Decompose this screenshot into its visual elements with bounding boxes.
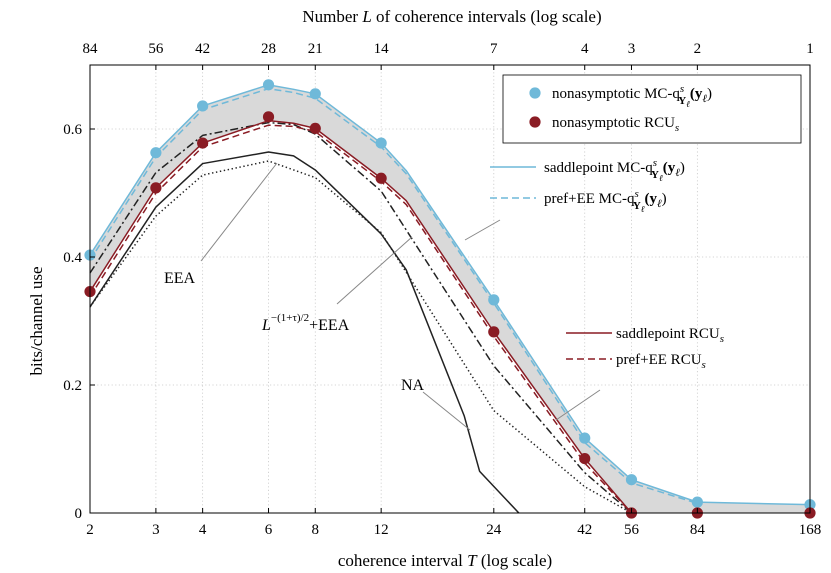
x-tick-label: 4 — [199, 522, 207, 538]
marker-mc_markers — [579, 432, 591, 444]
top-tick-label: 1 — [806, 41, 814, 57]
annotations: EEA L−(1+τ)/2+EEA NA — [164, 270, 425, 394]
legend-label-rcu_markers: nonasymptotic RCUs — [552, 115, 679, 134]
top-tick-label: 56 — [148, 41, 164, 57]
marker-mc_markers — [309, 88, 321, 100]
marker-mc_markers — [262, 79, 275, 91]
marker-rcu_markers — [488, 326, 500, 338]
annotation-na_label: NA — [401, 377, 425, 394]
top-tick-label: 28 — [261, 41, 276, 57]
marker-mc_markers — [150, 147, 162, 159]
top-tick-label: 3 — [628, 41, 636, 57]
top-tick-label: 21 — [308, 41, 323, 57]
x-tick-label: 56 — [624, 522, 640, 538]
plot-frame — [89, 64, 811, 514]
y-tick-label: 0 — [75, 506, 83, 522]
legend-label-mc_markers: nonasymptotic MC-qs Yℓ(yℓ) — [552, 83, 712, 109]
x-tick-label: 12 — [374, 522, 389, 538]
marker-mc_markers — [375, 137, 387, 149]
marker-rcu_markers — [579, 453, 591, 465]
marker-rcu_markers — [197, 137, 209, 149]
top-tick-label: 14 — [374, 41, 390, 57]
y-tick-label: 0.6 — [63, 122, 82, 138]
y-tick-label: 0.2 — [63, 378, 82, 394]
series-line-saddle_rcu — [89, 119, 633, 514]
top-tick-label: 7 — [490, 41, 498, 57]
series-line-eea — [89, 160, 632, 514]
top-tick-label: 4 — [581, 41, 589, 57]
annotation-pointer — [336, 236, 413, 305]
y-axis-title: bits/channel use — [27, 266, 46, 375]
legend-label-saddle_rcu: saddlepoint RCUs — [616, 326, 724, 345]
legend-marker-rcu_markers — [529, 116, 541, 128]
series-group — [84, 79, 816, 519]
legend-marker-mc_markers — [529, 87, 541, 99]
top-tick-label: 42 — [195, 41, 210, 57]
marker-rcu_markers — [262, 111, 275, 123]
y-tick-label: 0.4 — [63, 250, 82, 266]
legend-label-pref_mc: pref+EE MC-qs Yℓ(yℓ) — [544, 188, 667, 214]
marker-mc_markers — [488, 294, 500, 306]
legend: nonasymptotic MC-qs Yℓ(yℓ) nonasymptotic R… — [490, 74, 802, 371]
marker-rcu_markers — [375, 172, 387, 184]
marker-rcu_markers — [150, 182, 162, 194]
marker-mc_markers — [625, 474, 638, 486]
series-line-pref_rcu — [89, 124, 633, 514]
x-axis-title: coherence interval T (log scale) — [338, 551, 552, 570]
annotation-lines — [200, 162, 601, 431]
annotation-lt_label: L−(1+τ)/2+EEA — [261, 312, 350, 334]
x-tick-label: 6 — [265, 522, 273, 538]
top-tick-label: 2 — [694, 41, 702, 57]
annotation-pointer — [464, 219, 501, 241]
annotation-eea_label: EEA — [164, 270, 196, 287]
x-tick-label: 8 — [312, 522, 320, 538]
x-tick-label: 2 — [86, 522, 94, 538]
top-tick-label: 84 — [83, 41, 99, 57]
marker-mc_markers — [197, 100, 209, 112]
gap-band — [90, 84, 810, 513]
legend-box — [502, 74, 802, 144]
top-axis-title: Number L of coherence intervals (log sca… — [302, 7, 601, 26]
marker-rcu_markers — [309, 122, 321, 134]
x-tick-label: 42 — [577, 522, 592, 538]
x-tick-label: 84 — [690, 522, 706, 538]
annotation-pointer — [555, 389, 601, 421]
x-tick-label: 3 — [152, 522, 160, 538]
x-tick-label: 168 — [799, 522, 822, 538]
marker-mc_markers — [691, 496, 703, 508]
series-line-na — [89, 151, 520, 514]
x-tick-label: 24 — [486, 522, 502, 538]
legend-label-pref_rcu: pref+EE RCUs — [616, 352, 706, 371]
annotation-pointer — [200, 162, 278, 262]
series-line-lt_eea — [89, 121, 632, 514]
annotation-pointer — [422, 391, 471, 431]
series-line-pref_mc — [89, 87, 698, 505]
legend-label-saddle_mc: saddlepoint MC-qs Yℓ(yℓ) — [544, 157, 685, 183]
